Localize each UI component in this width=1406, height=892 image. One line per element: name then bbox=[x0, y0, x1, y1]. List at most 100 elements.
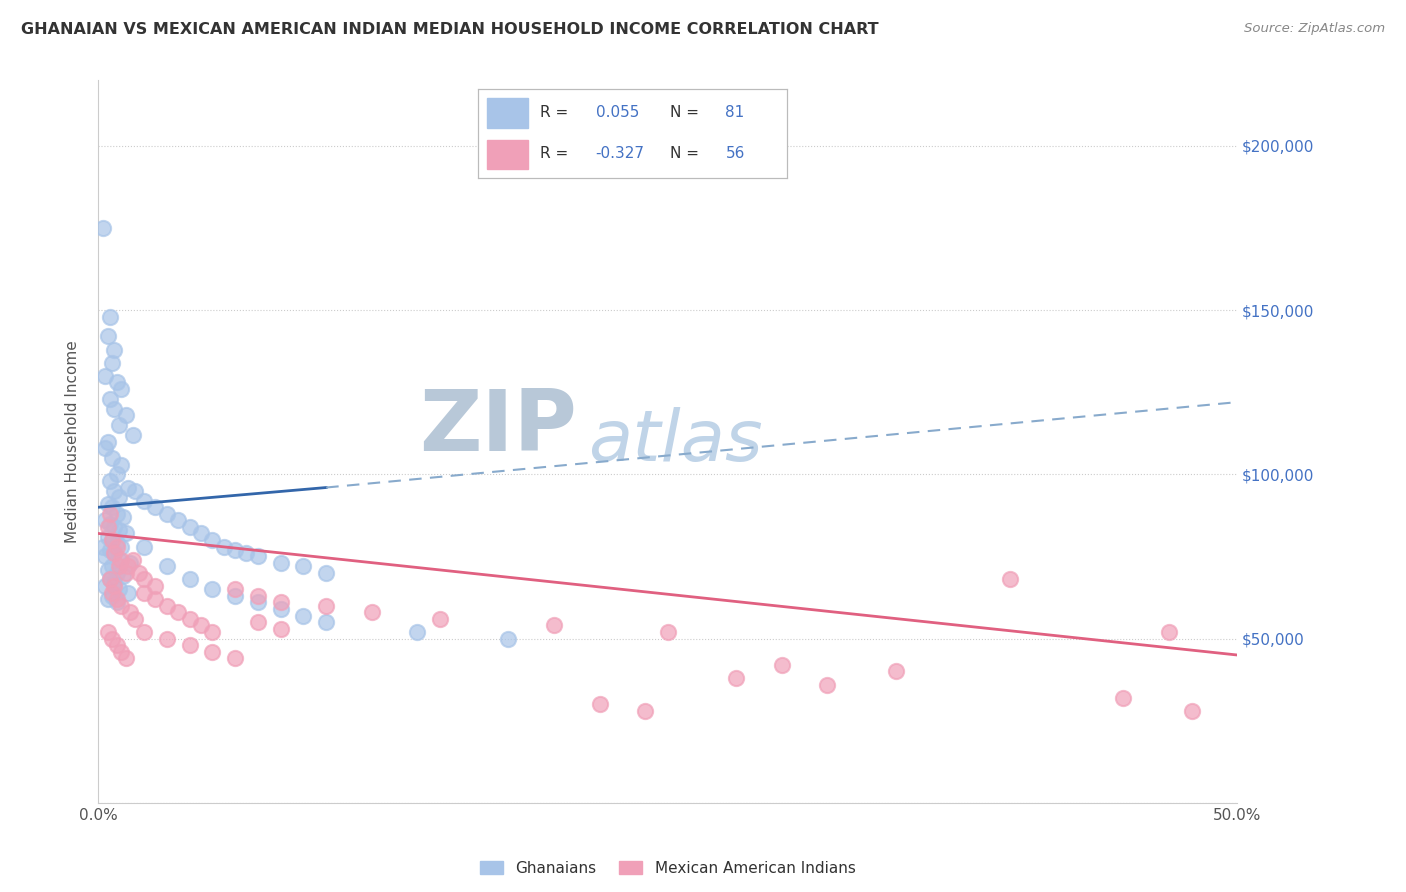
Point bbox=[292, 608, 315, 623]
Point bbox=[315, 566, 337, 580]
Point bbox=[124, 483, 146, 498]
Point bbox=[190, 526, 212, 541]
Point bbox=[543, 618, 565, 632]
Point bbox=[815, 677, 838, 691]
Point bbox=[201, 645, 224, 659]
Point bbox=[103, 401, 125, 416]
Point bbox=[132, 493, 155, 508]
Point bbox=[110, 540, 132, 554]
Point bbox=[105, 592, 128, 607]
Point bbox=[110, 645, 132, 659]
Point bbox=[201, 582, 224, 597]
Point bbox=[145, 500, 167, 515]
Point bbox=[201, 533, 224, 547]
Point bbox=[121, 428, 143, 442]
Point bbox=[96, 497, 118, 511]
Point bbox=[108, 553, 131, 567]
Point bbox=[179, 520, 201, 534]
Point bbox=[101, 585, 124, 599]
Point bbox=[120, 556, 142, 570]
Point bbox=[588, 698, 610, 712]
Point bbox=[201, 625, 224, 640]
Point bbox=[98, 474, 121, 488]
Point bbox=[117, 559, 139, 574]
Point bbox=[103, 579, 125, 593]
Point bbox=[96, 520, 118, 534]
Point bbox=[114, 566, 136, 580]
Point bbox=[132, 585, 155, 599]
Point bbox=[108, 523, 131, 537]
Point bbox=[108, 582, 131, 597]
Text: ZIP: ZIP bbox=[419, 385, 576, 468]
Point bbox=[315, 599, 337, 613]
Point bbox=[179, 612, 201, 626]
Point bbox=[101, 356, 124, 370]
Point bbox=[235, 546, 257, 560]
Y-axis label: Median Household Income: Median Household Income bbox=[65, 340, 80, 543]
Point bbox=[406, 625, 429, 640]
Point bbox=[190, 618, 212, 632]
Point bbox=[121, 553, 143, 567]
Point bbox=[246, 549, 269, 564]
Point bbox=[114, 409, 136, 423]
Point bbox=[360, 605, 382, 619]
Point bbox=[224, 542, 246, 557]
Point bbox=[98, 507, 121, 521]
Point bbox=[112, 569, 135, 583]
Point bbox=[105, 536, 128, 550]
Point bbox=[246, 615, 269, 630]
Point bbox=[1157, 625, 1180, 640]
Point bbox=[292, 559, 315, 574]
Point bbox=[110, 599, 132, 613]
Point bbox=[212, 540, 235, 554]
Point bbox=[108, 418, 131, 433]
Text: R =: R = bbox=[540, 105, 568, 120]
Point bbox=[103, 343, 125, 357]
Point bbox=[110, 382, 132, 396]
Text: atlas: atlas bbox=[588, 407, 762, 476]
Point bbox=[98, 310, 121, 324]
Point bbox=[998, 573, 1021, 587]
FancyBboxPatch shape bbox=[488, 98, 527, 128]
Point bbox=[179, 638, 201, 652]
Text: N =: N = bbox=[669, 146, 699, 161]
Text: 81: 81 bbox=[725, 105, 745, 120]
Point bbox=[105, 638, 128, 652]
Point bbox=[224, 589, 246, 603]
Point bbox=[108, 559, 131, 574]
Point bbox=[91, 540, 114, 554]
Point bbox=[124, 612, 146, 626]
Point bbox=[94, 579, 117, 593]
Text: 0.055: 0.055 bbox=[596, 105, 638, 120]
Point bbox=[884, 665, 907, 679]
FancyBboxPatch shape bbox=[488, 140, 527, 169]
Point bbox=[98, 542, 121, 557]
Point bbox=[98, 573, 121, 587]
Point bbox=[101, 559, 124, 574]
Legend: Ghanaians, Mexican American Indians: Ghanaians, Mexican American Indians bbox=[474, 855, 862, 882]
Point bbox=[167, 605, 190, 619]
Text: Source: ZipAtlas.com: Source: ZipAtlas.com bbox=[1244, 22, 1385, 36]
Point bbox=[101, 533, 124, 547]
Point bbox=[103, 575, 125, 590]
Point bbox=[270, 595, 292, 609]
Point bbox=[315, 615, 337, 630]
Point bbox=[96, 434, 118, 449]
Point bbox=[156, 507, 179, 521]
Point bbox=[128, 566, 150, 580]
Point bbox=[103, 520, 125, 534]
Point bbox=[101, 533, 124, 547]
Point bbox=[132, 625, 155, 640]
Point bbox=[270, 622, 292, 636]
Point bbox=[110, 553, 132, 567]
Point bbox=[429, 612, 451, 626]
Point bbox=[96, 530, 118, 544]
Text: -0.327: -0.327 bbox=[596, 146, 644, 161]
Point bbox=[112, 510, 135, 524]
Point bbox=[770, 657, 793, 672]
Point bbox=[101, 450, 124, 465]
Point bbox=[224, 651, 246, 665]
Point bbox=[91, 221, 114, 235]
Point bbox=[120, 605, 142, 619]
Point bbox=[101, 632, 124, 646]
